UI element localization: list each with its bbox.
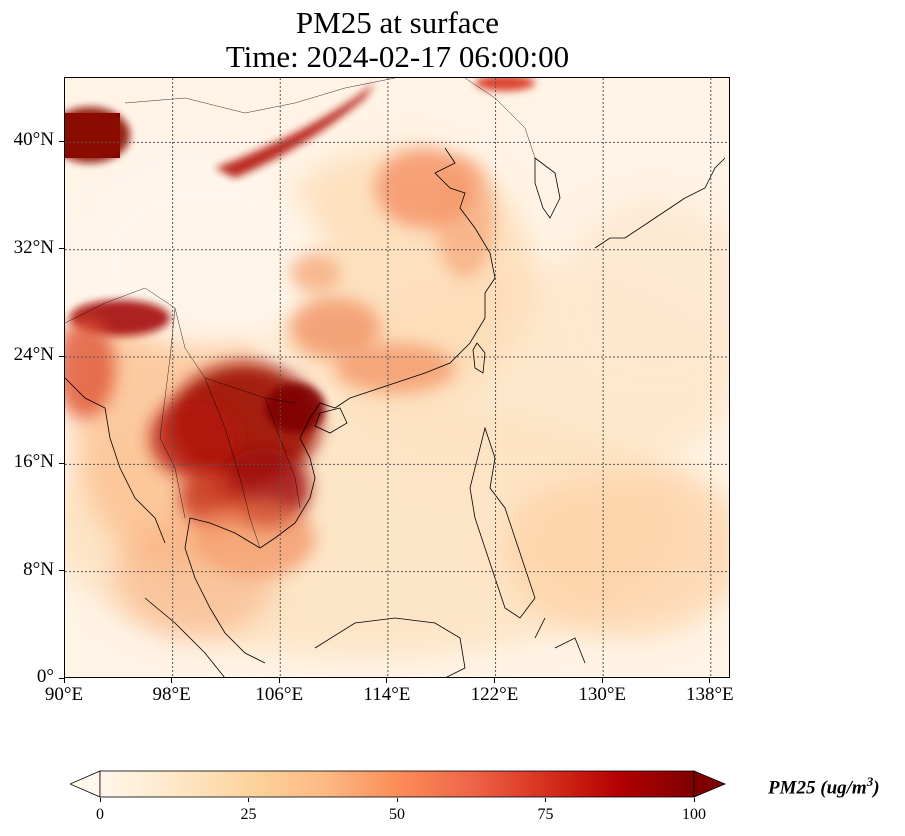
colorbar-label-close: )	[873, 777, 880, 799]
longitude-tick-mark	[278, 678, 280, 683]
latitude-tick-label: 40°N	[13, 129, 54, 151]
colorbar-tick-mark	[396, 798, 398, 802]
longitude-tick-label: 122°E	[470, 684, 519, 705]
colorbar-tick-mark	[545, 798, 546, 802]
longitude-tick-label: 114°E	[363, 684, 411, 705]
colorbar-label-text: PM25 (ug/m	[768, 777, 867, 799]
latitude-tick-label: 16°N	[13, 451, 54, 473]
longitude-tick-mark	[709, 678, 711, 683]
colorbar-min-extend	[70, 770, 101, 798]
map-gridlines	[65, 78, 729, 677]
latitude-tick-label: 0°	[36, 666, 54, 687]
longitude-tick-label: 98°E	[152, 684, 191, 705]
longitude-tick-label: 138°E	[685, 684, 734, 705]
country-borders	[65, 78, 536, 549]
longitude-tick-mark	[386, 678, 388, 683]
longitude-tick-mark	[494, 678, 496, 683]
figure-title: PM25 at surface	[295, 5, 500, 40]
latitude-tick-mark	[59, 355, 64, 357]
colorbar-gradient	[99, 770, 695, 798]
colorbar-tick-label: 25	[240, 806, 257, 823]
colorbar-tick-label: 100	[682, 806, 706, 823]
latitude-tick-mark	[59, 677, 64, 679]
figure-subtitle-time: Time: 2024-02-17 06:00:00	[225, 39, 570, 74]
map-canvas	[65, 78, 729, 677]
colorbar-tick-mark	[693, 798, 695, 802]
colorbar-tick-label: 0	[96, 806, 104, 823]
latitude-tick-label: 24°N	[13, 344, 54, 366]
latitude-tick-mark	[59, 570, 64, 572]
colorbar-label: PM25 (ug/m3)	[768, 774, 880, 799]
colorbar-tick-mark	[248, 798, 249, 802]
latitude-tick-label: 32°N	[13, 236, 54, 258]
latitude-tick-mark	[59, 140, 64, 142]
longitude-tick-label: 106°E	[255, 684, 304, 705]
pm25-field	[65, 78, 729, 677]
colorbar-max-extend	[693, 770, 726, 798]
longitude-tick-label: 90°E	[44, 684, 84, 705]
colorbar-tick-label: 50	[389, 806, 405, 823]
longitude-tick-mark	[63, 678, 65, 683]
colorbar-tick-mark	[99, 798, 101, 802]
latitude-tick-mark	[59, 462, 64, 464]
colorbar	[70, 770, 726, 798]
longitude-tick-mark	[601, 678, 603, 683]
latitude-tick-label: 8°N	[23, 558, 54, 580]
colorbar-tick-label: 75	[537, 806, 554, 823]
coastlines	[65, 147, 726, 677]
longitude-tick-mark	[171, 678, 173, 683]
longitude-tick-label: 130°E	[578, 684, 627, 705]
map-plot-area	[64, 77, 730, 678]
colorbar-label-superscript: 3	[866, 774, 874, 789]
latitude-tick-mark	[59, 248, 64, 250]
